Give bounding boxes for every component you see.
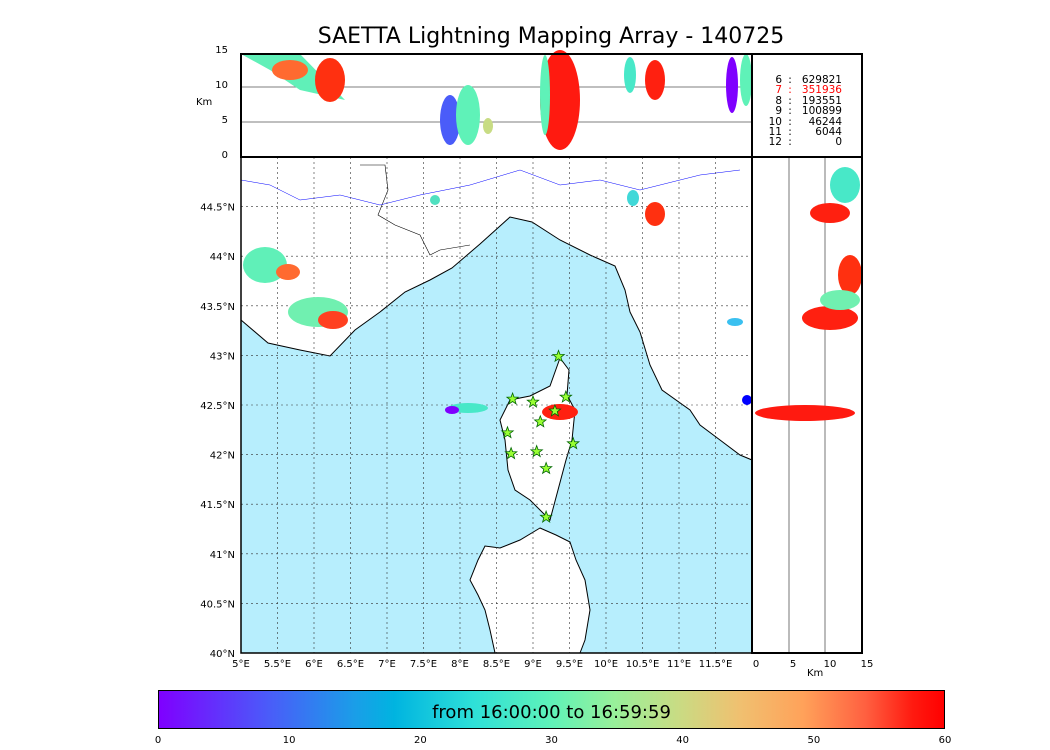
map-panel <box>240 156 753 654</box>
lat-tick-label: 40°N <box>210 649 235 660</box>
station-count-value: 193551 <box>801 94 842 107</box>
lat-tick-label: 43°N <box>210 351 235 362</box>
altitude-tick-label: 0 <box>222 150 228 161</box>
station-star-icon <box>548 403 562 417</box>
station-count-row: 9:100899 <box>756 105 860 118</box>
station-star-icon <box>529 444 544 458</box>
station-count-sep: : <box>788 94 792 107</box>
chart-title: SAETTA Lightning Mapping Array - 140725 <box>317 24 785 49</box>
station-count-sep: : <box>788 126 792 139</box>
colorbar-tick-label: 40 <box>676 735 689 746</box>
lat-tick-label: 41°N <box>210 550 235 561</box>
colorbar-tick-label: 0 <box>155 735 161 746</box>
station-star-icon <box>539 509 553 523</box>
altitude-tick-label: 5 <box>222 115 228 126</box>
colorbar-tick-label: 60 <box>939 735 952 746</box>
lat-tick-label: 42°N <box>210 451 235 462</box>
lat-tick-label: 43.5°N <box>200 302 235 313</box>
station-markers <box>500 349 581 523</box>
altitude-tick-label: 15 <box>215 45 228 56</box>
side-altitude-panel: Km 0 5 10 15 <box>751 156 874 679</box>
station-count-row: 11: 6044 <box>756 126 860 139</box>
lon-tick-label: 8°E <box>451 659 469 670</box>
lat-tick-label: 44.5°N <box>200 203 235 214</box>
station-count-sep: : <box>788 115 792 128</box>
station-count-stations: 10 <box>768 115 782 128</box>
lon-tick-label: 7°E <box>378 659 396 670</box>
station-star-icon <box>551 349 566 363</box>
side-tick-label: 15 <box>861 659 874 670</box>
station-count-value: 629821 <box>801 74 842 86</box>
lat-tick-label: 40.5°N <box>200 599 235 610</box>
sea <box>240 216 753 654</box>
station-count-sep: : <box>788 84 792 97</box>
side-axis-label: Km <box>807 668 823 679</box>
station-count-stations: 9 <box>775 105 782 118</box>
sardinia <box>469 527 591 654</box>
lat-tick-label: 41.5°N <box>200 500 235 511</box>
altitude-panel: Km 0 5 10 15 <box>196 45 863 161</box>
station-count-row: 10: 46244 <box>756 115 860 128</box>
side-tick-label: 5 <box>790 659 796 670</box>
station-count-value: 46244 <box>808 115 842 128</box>
lon-tick-label: 8.5°E <box>483 659 510 670</box>
station-count-row: 7:351936 <box>756 84 860 97</box>
lon-tick-label: 9°E <box>524 659 542 670</box>
station-count-row: 12: 0 <box>756 136 860 149</box>
station-count-row: 6:629821 <box>756 74 860 86</box>
station-count-stations: 6 <box>775 74 782 86</box>
station-count-sep: : <box>788 74 792 86</box>
colorbar-tick-label: 20 <box>414 735 427 746</box>
station-count-legend: 6:629821 7:351936 8:193551 9:100899 10:46244… <box>756 75 860 148</box>
lon-tick-label: 5.5°E <box>264 659 291 670</box>
station-star-icon <box>526 394 540 408</box>
station-count-value: 351936 <box>801 84 842 97</box>
lon-tick-label: 7.5°E <box>410 659 437 670</box>
station-count-sep: : <box>788 105 792 118</box>
station-star-icon <box>504 446 518 460</box>
colorbar-tick-label: 30 <box>545 735 558 746</box>
station-star-icon <box>505 391 520 405</box>
station-star-icon <box>500 425 515 439</box>
altitude-tick-label: 10 <box>215 80 228 91</box>
station-count-stations: 7 <box>775 84 782 97</box>
altitude-axis-label: Km <box>196 97 212 108</box>
lon-tick-label: 11°E <box>667 659 691 670</box>
lon-tick-label: 6.5°E <box>337 659 364 670</box>
station-star-icon <box>539 461 553 475</box>
station-star-icon <box>533 414 548 428</box>
station-count-value: 0 <box>835 136 842 149</box>
station-count-stations: 8 <box>775 94 782 107</box>
station-count-sep: : <box>788 136 792 149</box>
lat-tick-label: 44°N <box>210 252 235 263</box>
lat-tick-label: 42.5°N <box>200 401 235 412</box>
side-tick-label: 10 <box>824 659 837 670</box>
side-tick-label: 0 <box>753 659 759 670</box>
colorbar-tick-label: 10 <box>283 735 296 746</box>
lightning-sources <box>243 190 752 420</box>
station-count-row: 8:193551 <box>756 94 860 107</box>
station-star-icon <box>558 389 573 403</box>
station-count-value: 6044 <box>815 126 842 139</box>
lon-tick-label: 6°E <box>305 659 323 670</box>
colorbar-tick-label: 50 <box>807 735 820 746</box>
lon-tick-label: 10.5°E <box>626 659 660 670</box>
lon-tick-label: 11.5°E <box>699 659 733 670</box>
lon-tick-label: 10°E <box>594 659 618 670</box>
lon-tick-label: 9.5°E <box>556 659 583 670</box>
colorbar <box>158 690 945 729</box>
station-star-icon <box>566 436 581 450</box>
colorbar-label: from 16:00:00 to 16:59:59 <box>432 702 671 723</box>
station-count-stations: 12 <box>768 136 782 149</box>
station-count-stations: 11 <box>768 126 782 139</box>
station-count-value: 100899 <box>801 105 842 118</box>
lon-tick-label: 5°E <box>232 659 250 670</box>
